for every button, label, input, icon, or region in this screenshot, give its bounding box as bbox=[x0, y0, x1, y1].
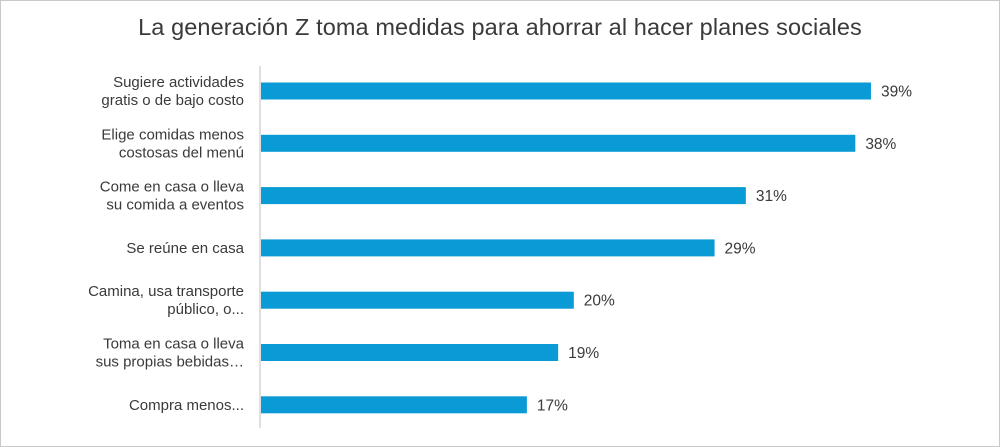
category-label: Toma en casa o lleva sus propias bebidas… bbox=[96, 336, 245, 371]
category-label-line: Sugiere actividades bbox=[113, 74, 244, 91]
category-labels-group: Sugiere actividades gratis o de bajo cost… bbox=[88, 74, 245, 414]
bars-group bbox=[261, 82, 871, 414]
category-label-line: Come en casa o lleva bbox=[100, 179, 245, 196]
category-label-line: Elige comidas menos bbox=[101, 126, 244, 143]
category-label-line: Compra menos... bbox=[129, 397, 244, 414]
category-label-line: gratis o de bajo costo bbox=[101, 92, 244, 109]
value-label: 39% bbox=[881, 84, 912, 101]
category-label: Se reúne en casa bbox=[126, 240, 244, 257]
category-label-line: público, o... bbox=[167, 301, 244, 318]
category-label-line: Toma en casa o lleva bbox=[103, 336, 245, 353]
category-label: Compra menos... bbox=[129, 397, 244, 414]
category-label-line: costosas del menú bbox=[119, 144, 244, 161]
value-label: 31% bbox=[756, 188, 787, 205]
category-label: Sugiere actividades gratis o de bajo cost… bbox=[101, 74, 244, 109]
bar bbox=[261, 187, 746, 205]
category-label-line: Se reúne en casa bbox=[126, 240, 244, 257]
category-label-line: Camina, usa transporte bbox=[88, 283, 244, 300]
value-label: 38% bbox=[865, 136, 896, 153]
value-label: 20% bbox=[584, 293, 615, 310]
chart-title: La generación Z toma medidas para ahorra… bbox=[138, 14, 862, 40]
value-labels-group: 39% 38% 31% 29% 20% 19% 17% bbox=[537, 84, 912, 415]
bar bbox=[261, 82, 871, 100]
category-label-line: sus propias bebidas… bbox=[96, 354, 244, 371]
bar bbox=[261, 396, 527, 414]
bar bbox=[261, 134, 856, 152]
value-label: 29% bbox=[725, 240, 756, 257]
category-label-line: su comida a eventos bbox=[106, 197, 244, 214]
bar bbox=[261, 344, 559, 361]
bar bbox=[261, 239, 715, 257]
value-label: 17% bbox=[537, 397, 568, 414]
category-label: Camina, usa transporte público, o... bbox=[88, 283, 244, 318]
bar bbox=[261, 291, 574, 309]
value-label: 19% bbox=[568, 345, 599, 362]
category-label: Come en casa o lleva su comida a eventos bbox=[100, 179, 245, 214]
category-label: Elige comidas menos costosas del menú bbox=[101, 126, 244, 161]
